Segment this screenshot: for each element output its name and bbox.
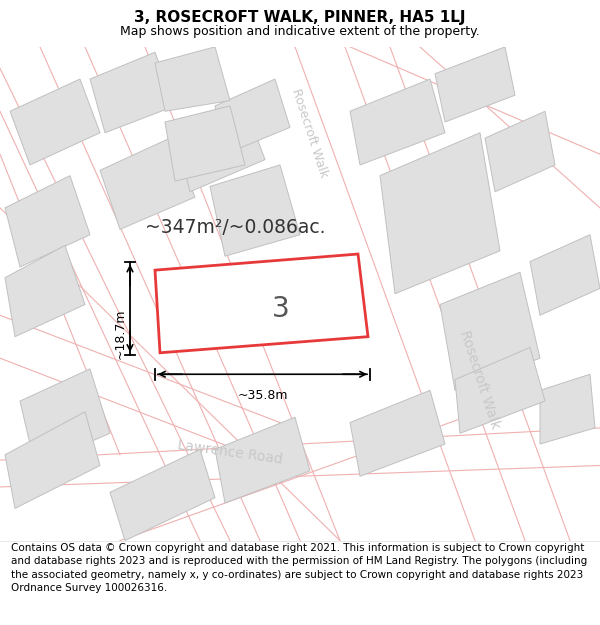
Polygon shape: [0, 47, 220, 315]
Polygon shape: [440, 272, 540, 391]
Polygon shape: [110, 449, 215, 541]
Polygon shape: [80, 47, 290, 315]
Polygon shape: [90, 52, 175, 132]
Polygon shape: [350, 79, 445, 165]
Text: ~347m²/~0.086ac.: ~347m²/~0.086ac.: [145, 217, 325, 237]
Text: 3, ROSECROFT WALK, PINNER, HA5 1LJ: 3, ROSECROFT WALK, PINNER, HA5 1LJ: [134, 10, 466, 25]
Text: Lawrence Road: Lawrence Road: [176, 438, 283, 467]
Polygon shape: [215, 79, 290, 154]
Polygon shape: [380, 132, 500, 294]
Text: ~35.8m: ~35.8m: [237, 389, 288, 402]
Polygon shape: [5, 176, 90, 267]
Polygon shape: [530, 235, 600, 315]
Polygon shape: [100, 138, 195, 229]
Polygon shape: [5, 412, 100, 508]
Polygon shape: [5, 246, 85, 337]
Polygon shape: [210, 165, 300, 256]
Polygon shape: [295, 47, 520, 541]
Polygon shape: [485, 111, 555, 192]
Text: Contains OS data © Crown copyright and database right 2021. This information is : Contains OS data © Crown copyright and d…: [11, 543, 587, 592]
Polygon shape: [540, 374, 595, 444]
Polygon shape: [155, 254, 368, 352]
Text: 3: 3: [271, 295, 289, 322]
Polygon shape: [350, 391, 445, 476]
Text: Rosecroft Walk: Rosecroft Walk: [289, 87, 331, 179]
Polygon shape: [215, 418, 310, 503]
Text: Map shows position and indicative extent of the property.: Map shows position and indicative extent…: [120, 24, 480, 38]
Polygon shape: [435, 47, 515, 122]
Polygon shape: [165, 106, 245, 181]
Polygon shape: [10, 79, 100, 165]
Polygon shape: [455, 348, 545, 433]
Polygon shape: [155, 47, 230, 111]
Polygon shape: [175, 106, 265, 192]
Polygon shape: [20, 369, 110, 466]
Polygon shape: [0, 422, 600, 541]
Text: Rosecroft Walk: Rosecroft Walk: [457, 329, 503, 431]
Text: ~18.7m: ~18.7m: [113, 308, 127, 359]
